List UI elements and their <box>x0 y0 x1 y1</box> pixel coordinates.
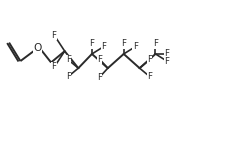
Text: O: O <box>33 43 42 53</box>
Text: F: F <box>153 39 158 48</box>
Text: F: F <box>97 55 102 64</box>
Text: F: F <box>66 55 71 64</box>
Text: F: F <box>101 42 106 51</box>
Text: F: F <box>121 39 126 48</box>
Text: F: F <box>133 42 138 51</box>
Text: F: F <box>147 55 152 64</box>
Text: F: F <box>147 72 152 81</box>
Text: F: F <box>165 57 170 66</box>
Text: F: F <box>52 31 57 40</box>
Text: F: F <box>97 73 102 82</box>
Text: F: F <box>165 49 170 59</box>
Text: F: F <box>89 39 94 48</box>
Text: F: F <box>52 62 57 71</box>
Text: F: F <box>66 72 71 81</box>
